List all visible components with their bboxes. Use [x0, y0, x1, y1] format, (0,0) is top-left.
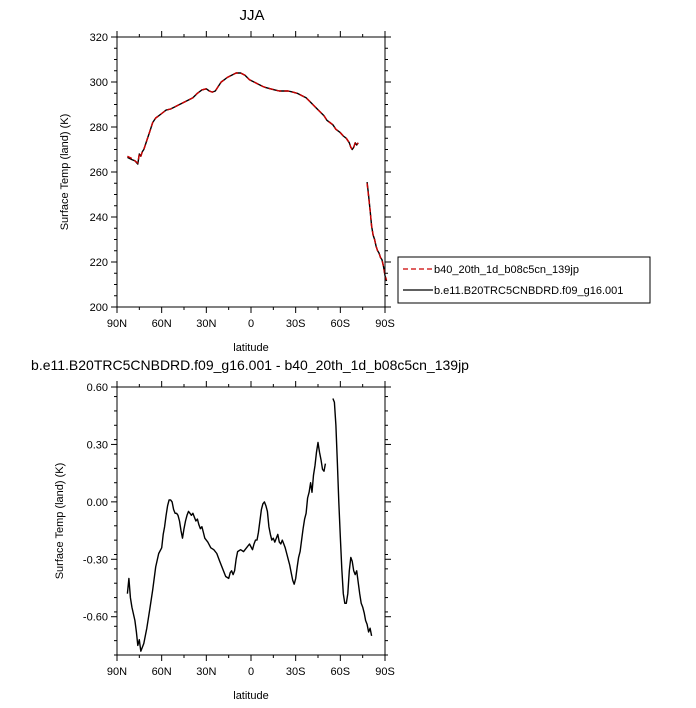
bottom-y-tick-label: -0.30 — [83, 554, 108, 566]
top-plot-frame — [116, 36, 386, 308]
top-x-tick-label: 0 — [248, 318, 254, 330]
top-tick-group: 90N 60N 30N 0 30S 60S 90S 200 220 240 260 280 300 320 — [90, 31, 395, 330]
top-series-line — [127, 72, 359, 164]
top-series-line — [127, 72, 359, 165]
top-y-axis-label: Surface Temp (land) (K) — [59, 114, 71, 231]
top-series-line — [366, 182, 388, 282]
top-x-tick-label: 90N — [107, 318, 127, 330]
top-x-tick-label: 60N — [152, 318, 172, 330]
bottom-x-tick-label: 90N — [107, 666, 127, 678]
legend-label-baseline: b40_20th_1d_b08c5cn_139jp — [434, 264, 579, 276]
top-series-group — [127, 72, 388, 282]
bottom-y-tick-label: -0.60 — [83, 612, 108, 624]
top-x-tick-label: 30S — [286, 318, 306, 330]
bottom-y-tick-label: 0.60 — [87, 382, 108, 394]
top-y-tick-label: 240 — [90, 212, 108, 224]
top-x-tick-label: 90S — [375, 318, 395, 330]
top-y-tick-label: 300 — [90, 77, 108, 89]
bottom-x-tick-label: 0 — [248, 666, 254, 678]
bottom-x-tick-label: 30S — [286, 666, 306, 678]
top-x-axis-label: latitude — [233, 342, 268, 354]
legend-label-experiment: b.e11.B20TRC5CNBDRD.f09_g16.001 — [434, 285, 623, 297]
top-x-tick-label: 30N — [196, 318, 216, 330]
legend-box — [397, 256, 651, 304]
bottom-y-tick-label: 0.30 — [87, 439, 108, 451]
bottom-series-group — [126, 398, 373, 652]
top-chart-title: JJA — [239, 7, 264, 24]
bottom-y-axis-label: Surface Temp (land) (K) — [54, 463, 66, 580]
top-y-tick-label: 260 — [90, 167, 108, 179]
bottom-tick-group: 90N 60N 30N 0 30S 60S 90S 0.60 0.30 0.00 -0.30 -0.6… — [83, 381, 395, 678]
top-panel: JJA Surface Temp (land) (K) latitude 90N… — [59, 7, 395, 354]
top-y-tick-label: 220 — [90, 257, 108, 269]
bottom-series-line — [126, 441, 327, 652]
bottom-plot-frame — [116, 386, 386, 656]
bottom-panel: b.e11.B20TRC5CNBDRD.f09_g16.001 - b40_20… — [31, 357, 469, 702]
bottom-x-tick-label: 60N — [152, 666, 172, 678]
bottom-x-tick-label: 60S — [331, 666, 351, 678]
top-series-line — [366, 183, 388, 281]
bottom-chart-title: b.e11.B20TRC5CNBDRD.f09_g16.001 - b40_20… — [31, 357, 469, 373]
bottom-x-tick-label: 90S — [375, 666, 395, 678]
bottom-series-line — [332, 398, 373, 637]
top-y-tick-label: 320 — [90, 32, 108, 44]
top-x-tick-label: 60S — [331, 318, 351, 330]
bottom-x-axis-label: latitude — [233, 690, 268, 702]
legend: b40_20th_1d_b08c5cn_139jp b.e11.B20TRC5C… — [397, 256, 651, 304]
bottom-y-tick-label: 0.00 — [87, 497, 108, 509]
top-y-tick-label: 200 — [90, 302, 108, 314]
top-y-tick-label: 280 — [90, 122, 108, 134]
bottom-x-tick-label: 30N — [196, 666, 216, 678]
